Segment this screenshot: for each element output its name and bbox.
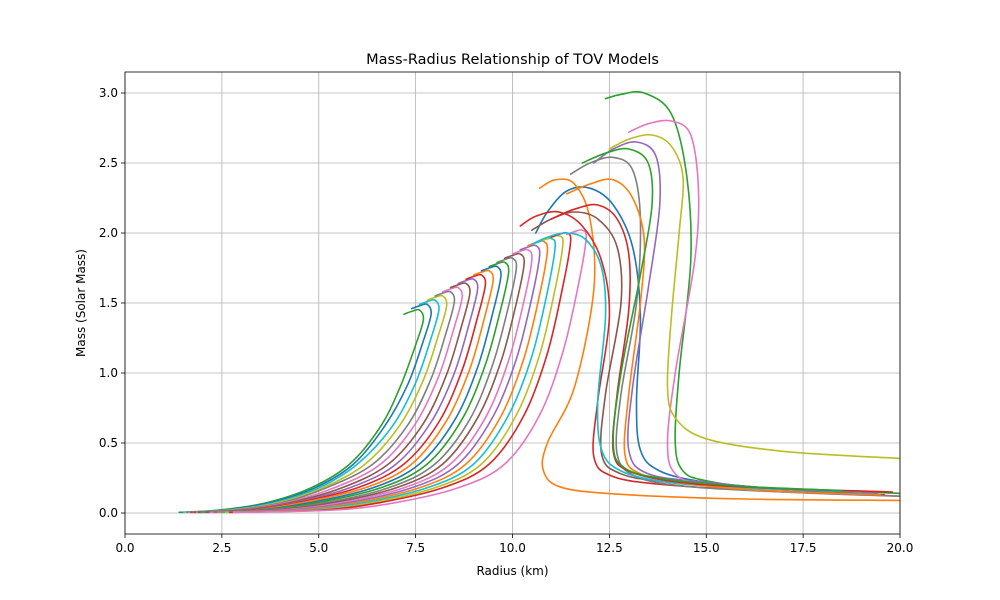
series-line-29 [569, 156, 900, 497]
series-line-16 [213, 244, 541, 514]
x-tick-label: 0.0 [115, 541, 134, 555]
series-group [178, 90, 900, 514]
x-tick-label: 17.5 [790, 541, 817, 555]
y-tick-label: 2.5 [99, 156, 118, 170]
y-tick-label: 0.5 [99, 436, 118, 450]
x-tick-label: 10.0 [499, 541, 526, 555]
axis-ticks: 0.0 2.5 5.0 7.5 10.0 12.5 15.0 17.5 20.0 0.0 0.5 1.… [99, 86, 913, 555]
x-tick-label: 12.5 [596, 541, 623, 555]
x-axis-label: Radius (km) [476, 564, 548, 578]
x-tick-label: 15.0 [693, 541, 720, 555]
series-line-15 [209, 248, 533, 514]
series-line-14 [205, 252, 526, 514]
series-line-33 [550, 203, 894, 493]
series-line-30 [608, 133, 900, 460]
x-tick-label: 5.0 [309, 541, 328, 555]
series-line-13 [201, 256, 518, 514]
series-line-17 [217, 240, 549, 514]
series-line-18 [221, 237, 557, 514]
series-line-32 [565, 178, 882, 496]
series-line-10 [195, 269, 495, 514]
y-tick-label: 2.0 [99, 226, 118, 240]
x-tick-label: 7.5 [406, 541, 425, 555]
series-line-12 [199, 261, 510, 514]
series-line-19 [224, 234, 564, 514]
x-tick-label: 2.5 [212, 541, 231, 555]
series-line-23 [538, 178, 900, 502]
series-line-34 [581, 147, 843, 492]
series-line-11 [197, 265, 502, 514]
y-tick-label: 3.0 [99, 86, 118, 100]
y-tick-label: 0.0 [99, 506, 118, 520]
series-line-21 [232, 229, 588, 514]
x-tick-label: 20.0 [887, 541, 914, 555]
chart-title: Mass-Radius Relationship of TOV Models [366, 52, 659, 68]
y-axis-label: Mass (Solar Mass) [74, 249, 88, 357]
y-tick-label: 1.5 [99, 296, 118, 310]
y-tick-label: 1.0 [99, 366, 118, 380]
